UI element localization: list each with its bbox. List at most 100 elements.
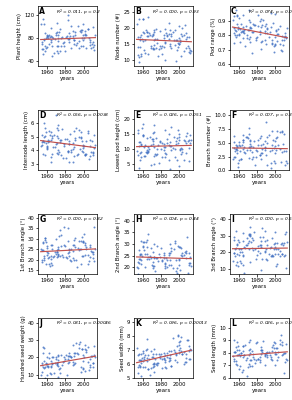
Point <box>254 37 258 44</box>
Point <box>257 18 262 24</box>
Point <box>234 150 239 156</box>
Point <box>154 255 159 261</box>
Point <box>283 158 288 164</box>
Point <box>137 255 141 262</box>
Point <box>269 24 274 30</box>
Point <box>277 248 282 254</box>
Point <box>41 119 46 126</box>
Point <box>62 357 66 364</box>
Point <box>55 29 60 36</box>
Point <box>56 127 61 134</box>
Point <box>263 228 268 234</box>
Point <box>176 137 181 143</box>
Point <box>40 46 44 52</box>
Point <box>71 242 75 248</box>
Point <box>138 140 143 147</box>
Point <box>247 25 252 31</box>
Point <box>45 243 50 249</box>
Point <box>156 258 160 264</box>
Point <box>246 143 251 150</box>
Point <box>250 156 254 162</box>
Point <box>250 237 255 243</box>
Point <box>76 351 80 357</box>
Point <box>237 346 241 353</box>
Point <box>180 351 185 357</box>
Point <box>167 250 172 256</box>
Point <box>243 342 247 349</box>
Point <box>140 132 145 138</box>
Point <box>272 143 277 149</box>
Point <box>239 248 244 255</box>
Point <box>143 37 147 44</box>
Point <box>66 149 71 156</box>
Point <box>53 353 58 360</box>
Point <box>167 20 172 26</box>
Point <box>270 342 275 348</box>
Point <box>51 34 55 41</box>
Point <box>145 244 149 251</box>
Point <box>49 151 54 157</box>
Point <box>187 356 192 362</box>
Point <box>49 241 54 248</box>
Point <box>232 133 237 139</box>
Point <box>180 250 184 256</box>
Point <box>247 125 251 132</box>
Point <box>172 133 176 140</box>
Point <box>280 32 284 39</box>
Point <box>87 362 92 368</box>
Point <box>71 361 76 367</box>
Point <box>77 238 82 244</box>
Point <box>233 28 238 34</box>
Point <box>279 341 284 348</box>
Point <box>259 16 263 22</box>
Point <box>135 21 139 28</box>
Point <box>263 350 268 356</box>
Point <box>283 341 288 347</box>
Point <box>135 264 140 271</box>
Point <box>244 134 249 140</box>
Point <box>183 249 187 256</box>
Point <box>61 358 65 365</box>
Point <box>279 149 284 155</box>
Point <box>184 140 189 146</box>
Point <box>72 234 77 241</box>
Point <box>267 132 271 138</box>
Point <box>169 248 174 254</box>
Point <box>261 17 266 24</box>
Point <box>240 28 245 35</box>
Point <box>283 34 288 40</box>
Point <box>264 352 269 358</box>
Point <box>49 354 54 360</box>
Point <box>86 26 90 32</box>
Point <box>186 342 191 349</box>
Point <box>163 352 168 359</box>
Point <box>142 47 147 54</box>
Point <box>88 254 93 260</box>
Point <box>159 257 164 264</box>
X-axis label: years: years <box>60 180 75 185</box>
Point <box>154 145 159 152</box>
Point <box>91 145 96 151</box>
Point <box>259 351 263 357</box>
Point <box>81 149 85 156</box>
Point <box>273 351 278 357</box>
Point <box>177 244 181 250</box>
Point <box>250 354 255 360</box>
Point <box>238 26 243 32</box>
Point <box>141 133 146 140</box>
Point <box>260 146 265 152</box>
Point <box>233 349 237 355</box>
Point <box>64 255 69 262</box>
Point <box>148 245 153 251</box>
Point <box>156 142 160 148</box>
Point <box>150 351 155 358</box>
Point <box>184 358 189 365</box>
Point <box>77 146 82 153</box>
Point <box>235 146 240 153</box>
Point <box>47 254 52 260</box>
Point <box>144 148 148 155</box>
Point <box>267 251 271 258</box>
Point <box>232 154 237 160</box>
Point <box>240 262 245 268</box>
Point <box>247 141 252 148</box>
